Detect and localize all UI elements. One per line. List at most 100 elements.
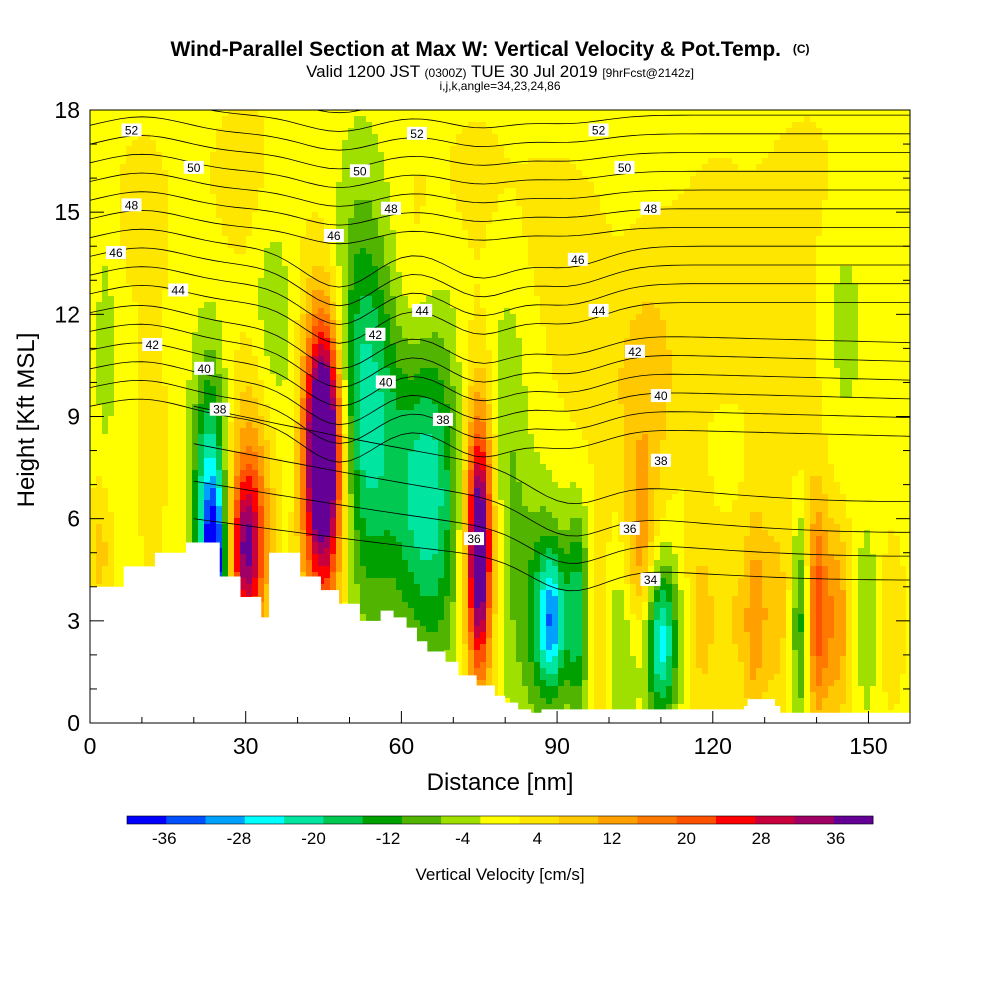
velocity-cell <box>624 284 631 291</box>
velocity-cell <box>696 284 703 291</box>
velocity-cell <box>168 194 175 201</box>
velocity-cell <box>558 266 565 273</box>
velocity-cell <box>108 236 115 243</box>
velocity-cell <box>864 140 871 147</box>
velocity-cell <box>816 314 823 321</box>
velocity-cell <box>618 200 625 207</box>
velocity-cell <box>216 290 223 297</box>
velocity-cell <box>492 248 499 255</box>
velocity-cell <box>324 248 331 255</box>
velocity-cell <box>450 110 457 117</box>
velocity-cell <box>372 110 379 117</box>
velocity-cell <box>852 170 859 177</box>
velocity-cell <box>504 320 511 327</box>
velocity-cell <box>522 110 529 117</box>
velocity-cell <box>198 116 205 123</box>
velocity-cell <box>234 152 241 159</box>
velocity-cell <box>270 146 277 153</box>
velocity-cell <box>510 164 517 171</box>
velocity-cell <box>426 278 433 285</box>
velocity-cell <box>804 254 811 261</box>
velocity-cell <box>402 326 409 333</box>
velocity-cell <box>138 176 145 183</box>
velocity-cell <box>126 278 133 285</box>
velocity-cell <box>858 176 865 183</box>
velocity-cell <box>486 212 493 219</box>
velocity-cell <box>756 278 763 285</box>
velocity-cell <box>402 224 409 231</box>
velocity-cell <box>780 206 787 213</box>
velocity-cell <box>618 284 625 291</box>
velocity-cell <box>378 308 385 315</box>
velocity-cell <box>546 164 553 171</box>
velocity-cell <box>894 320 901 327</box>
velocity-cell <box>378 134 385 141</box>
velocity-cell <box>708 236 715 243</box>
velocity-cell <box>318 158 325 165</box>
velocity-cell <box>900 266 907 273</box>
velocity-cell <box>618 290 625 297</box>
velocity-cell <box>606 320 613 327</box>
velocity-cell <box>222 290 229 297</box>
velocity-cell <box>774 182 781 189</box>
velocity-cell <box>804 308 811 315</box>
velocity-cell <box>618 194 625 201</box>
velocity-cell <box>684 230 691 237</box>
velocity-cell <box>702 230 709 237</box>
velocity-cell <box>792 278 799 285</box>
velocity-cell <box>390 140 397 147</box>
velocity-cell <box>570 212 577 219</box>
velocity-cell <box>600 254 607 261</box>
velocity-cell <box>708 152 715 159</box>
velocity-cell <box>138 308 145 315</box>
velocity-cell <box>216 194 223 201</box>
velocity-cell <box>786 290 793 297</box>
velocity-cell <box>474 116 481 123</box>
velocity-cell <box>126 236 133 243</box>
velocity-cell <box>786 164 793 171</box>
velocity-cell <box>678 182 685 189</box>
velocity-cell <box>264 200 271 207</box>
velocity-cell <box>774 152 781 159</box>
velocity-cell <box>174 302 181 309</box>
velocity-cell <box>894 176 901 183</box>
velocity-cell <box>414 218 421 225</box>
velocity-cell <box>444 182 451 189</box>
velocity-cell <box>582 278 589 285</box>
velocity-cell <box>510 212 517 219</box>
velocity-cell <box>732 314 739 321</box>
velocity-cell <box>786 176 793 183</box>
velocity-cell <box>294 266 301 273</box>
velocity-cell <box>768 266 775 273</box>
velocity-cell <box>408 320 415 327</box>
velocity-cell <box>324 134 331 141</box>
velocity-cell <box>798 212 805 219</box>
velocity-cell <box>684 122 691 129</box>
velocity-cell <box>546 128 553 135</box>
velocity-cell <box>612 314 619 321</box>
velocity-cell <box>720 158 727 165</box>
velocity-cell <box>888 230 895 237</box>
velocity-cell <box>384 296 391 303</box>
velocity-cell <box>186 110 193 117</box>
velocity-cell <box>510 182 517 189</box>
velocity-cell <box>282 308 289 315</box>
velocity-cell <box>102 116 109 123</box>
velocity-cell <box>636 122 643 129</box>
velocity-cell <box>840 302 847 309</box>
velocity-cell <box>456 248 463 255</box>
velocity-cell <box>270 182 277 189</box>
velocity-cell <box>450 170 457 177</box>
velocity-cell <box>714 206 721 213</box>
velocity-cell <box>786 158 793 165</box>
velocity-cell <box>894 146 901 153</box>
velocity-cell <box>204 218 211 225</box>
velocity-cell <box>756 128 763 135</box>
velocity-cell <box>600 140 607 147</box>
velocity-cell <box>792 248 799 255</box>
velocity-cell <box>804 146 811 153</box>
velocity-cell <box>552 188 559 195</box>
velocity-cell <box>336 134 343 141</box>
velocity-cell <box>288 146 295 153</box>
